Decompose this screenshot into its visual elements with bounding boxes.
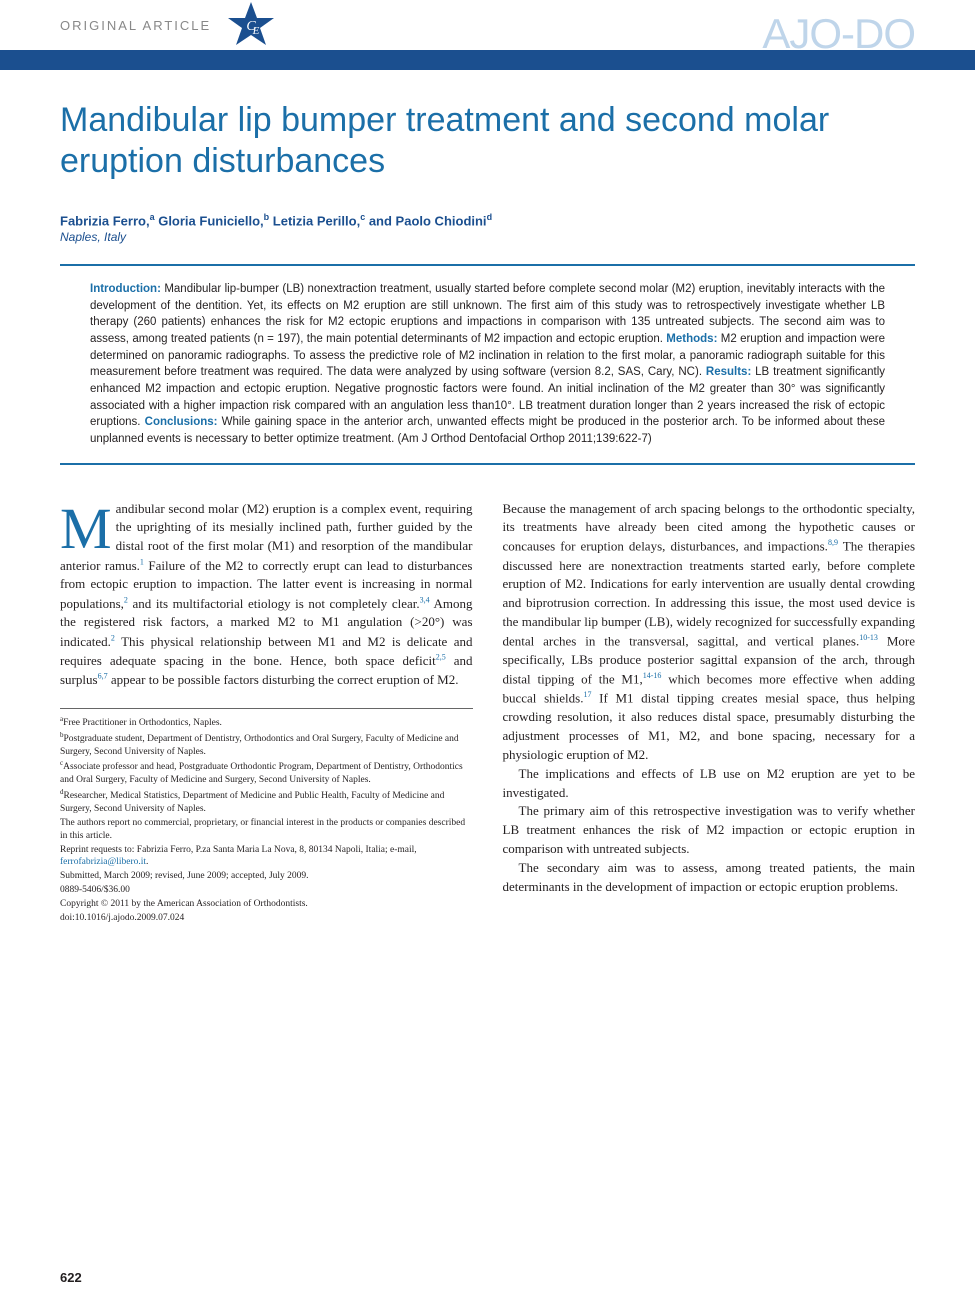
page-content: Mandibular lip bumper treatment and seco… bbox=[0, 70, 975, 946]
footnote-submitted: Submitted, March 2009; revised, June 200… bbox=[60, 870, 473, 883]
body-para-3: The implications and effects of LB use o… bbox=[503, 765, 916, 803]
abstract-methods-label: Methods: bbox=[666, 333, 717, 345]
body-para-5: The secondary aim was to assess, among t… bbox=[503, 859, 916, 897]
header-bar bbox=[0, 50, 975, 70]
body-para-2: Because the management of arch spacing b… bbox=[503, 500, 916, 765]
page-number: 622 bbox=[60, 1270, 82, 1285]
article-title: Mandibular lip bumper treatment and seco… bbox=[60, 100, 915, 182]
svg-text:E: E bbox=[252, 25, 260, 37]
footnote-b: bPostgraduate student, Department of Den… bbox=[60, 731, 473, 759]
reprint-email-link[interactable]: ferrofabrizia@libero.it bbox=[60, 857, 146, 867]
authors-line: Fabrizia Ferro,a Gloria Funiciello,b Let… bbox=[60, 212, 915, 228]
authors-location: Naples, Italy bbox=[60, 230, 915, 244]
footnote-a: aFree Practitioner in Orthodontics, Napl… bbox=[60, 715, 473, 730]
article-type-label: ORIGINAL ARTICLE bbox=[60, 18, 211, 33]
header-top: ORIGINAL ARTICLE C E AJO-DO bbox=[0, 0, 975, 50]
abstract-intro-label: Introduction: bbox=[90, 283, 161, 295]
body-para-1-text: andibular second molar (M2) eruption is … bbox=[60, 501, 473, 687]
footnote-c: cAssociate professor and head, Postgradu… bbox=[60, 759, 473, 787]
dropcap: M bbox=[60, 500, 116, 553]
footnote-reprint: Reprint requests to: Fabrizia Ferro, P.z… bbox=[60, 844, 473, 870]
body-para-4: The primary aim of this retrospective in… bbox=[503, 802, 916, 859]
footnotes: aFree Practitioner in Orthodontics, Napl… bbox=[60, 708, 473, 925]
ce-badge-icon: C E bbox=[226, 0, 276, 50]
footnote-issn: 0889-5406/$36.00 bbox=[60, 884, 473, 897]
body-para-1: Mandibular second molar (M2) eruption is… bbox=[60, 500, 473, 690]
footnote-copyright: Copyright © 2011 by the American Associa… bbox=[60, 898, 473, 911]
body-columns: Mandibular second molar (M2) eruption is… bbox=[60, 500, 915, 926]
footnote-d: dResearcher, Medical Statistics, Departm… bbox=[60, 788, 473, 816]
abstract-box: Introduction: Mandibular lip-bumper (LB)… bbox=[60, 264, 915, 465]
footnote-disclosure: The authors report no commercial, propri… bbox=[60, 817, 473, 843]
column-left: Mandibular second molar (M2) eruption is… bbox=[60, 500, 473, 926]
abstract-text: Introduction: Mandibular lip-bumper (LB)… bbox=[90, 281, 885, 448]
abstract-results-label: Results: bbox=[706, 366, 751, 378]
footnote-doi: doi:10.1016/j.ajodo.2009.07.024 bbox=[60, 912, 473, 925]
abstract-conclusions-label: Conclusions: bbox=[145, 416, 218, 428]
column-right: Because the management of arch spacing b… bbox=[503, 500, 916, 926]
